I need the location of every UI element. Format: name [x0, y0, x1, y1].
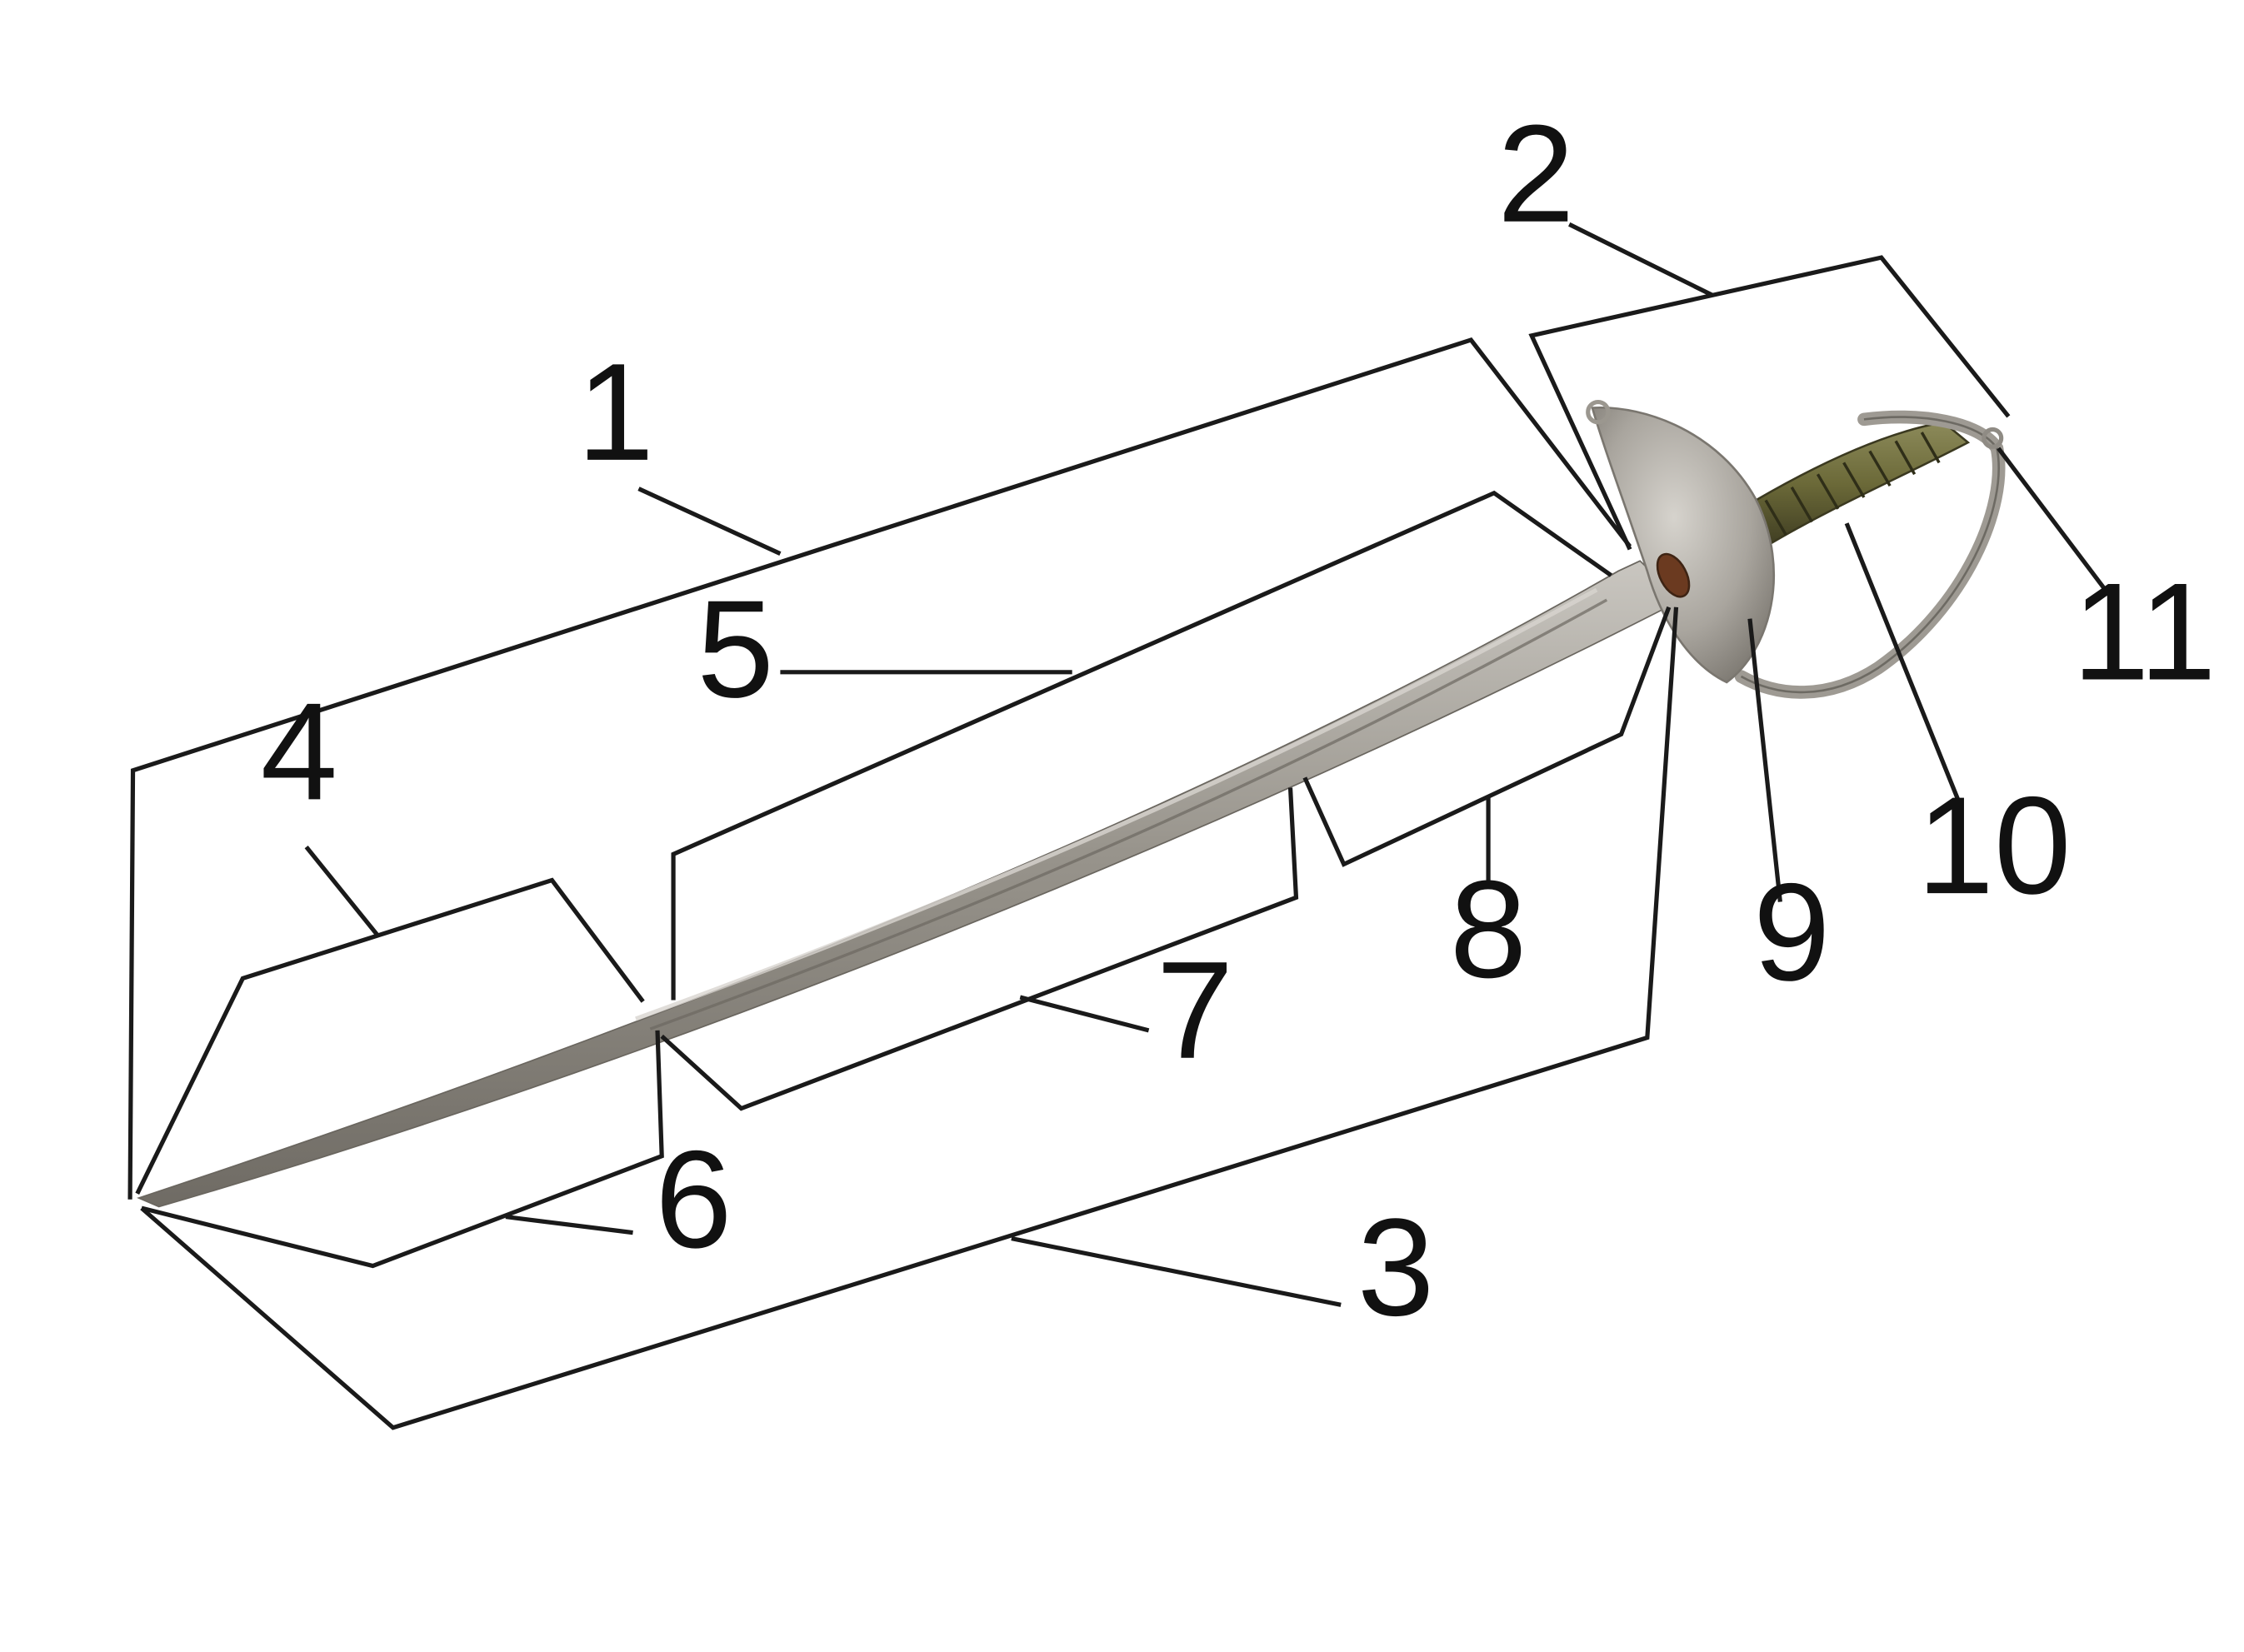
blade-collar — [1656, 552, 1691, 598]
leader-1-pointer — [637, 487, 782, 556]
leader-4 — [135, 877, 645, 1195]
callout-2: 2 — [1497, 97, 1575, 252]
blade-fuller-shadow — [649, 598, 1608, 1031]
leader-11-pointer — [1997, 447, 2112, 597]
callout-3: 3 — [1357, 1190, 1435, 1345]
knuckle-bow-edge — [1740, 416, 2000, 694]
blade-fuller — [635, 587, 1598, 1021]
leader-2-pointer — [1568, 222, 1714, 297]
callout-5: 5 — [697, 571, 774, 726]
blade — [137, 560, 1677, 1208]
guard-ring — [1586, 399, 1611, 425]
callout-10: 10 — [1917, 768, 2071, 923]
grip-wire-bands — [1764, 432, 1941, 536]
leader-6-pointer — [505, 1214, 633, 1235]
leader-5 — [671, 490, 1612, 1001]
leader-4-pointer — [304, 846, 381, 938]
leader-8 — [1302, 606, 1672, 867]
leader-lines — [127, 222, 2112, 1430]
leader-3 — [140, 606, 1679, 1430]
grip — [1739, 421, 1971, 548]
callout-11: 11 — [2072, 554, 2217, 709]
callout-7: 7 — [1157, 933, 1234, 1088]
sword — [137, 399, 2006, 1208]
callout-8: 8 — [1450, 852, 1527, 1007]
callout-9: 9 — [1753, 855, 1831, 1010]
leader-3-pointer — [1011, 1236, 1342, 1307]
leader-6 — [141, 1030, 664, 1269]
leader-2 — [1528, 255, 2011, 551]
callout-6: 6 — [655, 1122, 732, 1277]
pommel — [1982, 427, 2004, 449]
leader-7 — [660, 787, 1299, 1111]
leader-7-pointer — [1019, 995, 1150, 1033]
callout-numbers: 1 2 3 4 5 6 7 8 9 10 11 — [261, 97, 2217, 1345]
callout-1: 1 — [577, 335, 654, 490]
leader-10-pointer — [1844, 522, 1963, 808]
guard-bell — [1591, 406, 1776, 684]
leader-9-pointer — [1747, 618, 1782, 902]
callout-4: 4 — [261, 674, 338, 829]
leader-1 — [127, 337, 1632, 1200]
